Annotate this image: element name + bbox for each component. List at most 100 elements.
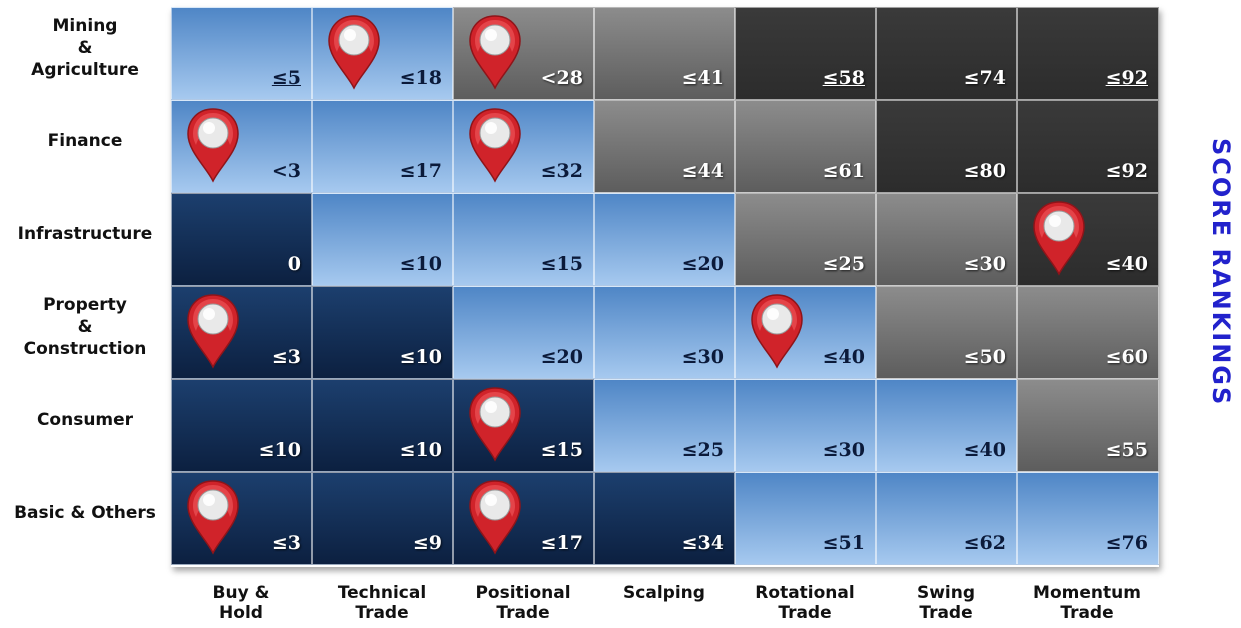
ranking-cell: ≤17: [312, 100, 453, 193]
column-label-line: Trade: [778, 603, 832, 623]
cell-score: ≤40: [1105, 253, 1148, 275]
ranking-cell: ≤3: [171, 286, 312, 379]
ranking-cell: ≤9: [312, 472, 453, 565]
ranking-cell: ≤40: [1017, 193, 1159, 286]
cell-score: ≤25: [681, 439, 724, 461]
cell-score: 0: [287, 253, 301, 275]
cell-score: ≤60: [1105, 346, 1148, 368]
ranking-cell: ≤50: [876, 286, 1017, 379]
map-pin-icon: [469, 480, 521, 555]
ranking-cell: ≤10: [312, 286, 453, 379]
column-label: Momentum Trade: [1017, 583, 1157, 623]
column-label-line: Trade: [355, 603, 409, 623]
ranking-cell: <28: [453, 7, 594, 100]
ranking-cell: ≤74: [876, 7, 1017, 100]
ranking-cell: 0: [171, 193, 312, 286]
row-label: Mining & Agriculture: [0, 15, 170, 81]
row-label-line: Finance: [47, 130, 123, 151]
row-label-line: Mining: [52, 15, 118, 36]
ranking-cell: ≤40: [876, 379, 1017, 472]
ranking-cell: ≤15: [453, 193, 594, 286]
ranking-cell: ≤10: [312, 379, 453, 472]
cell-score: ≤58: [822, 67, 865, 89]
row-label: Infrastructure: [0, 223, 170, 245]
column-label: Scalping: [594, 583, 734, 603]
column-label-line: Trade: [1060, 603, 1114, 623]
cell-score: ≤92: [1105, 67, 1148, 89]
ranking-cell: ≤15: [453, 379, 594, 472]
cell-score: ≤20: [540, 346, 583, 368]
row-label: Basic & Others: [0, 502, 170, 524]
ranking-cell: ≤25: [594, 379, 735, 472]
ranking-cell: ≤3: [171, 472, 312, 565]
ranking-grid: ≤5 ≤18 <28 ≤41 ≤58 ≤74 ≤92 <3 ≤17 ≤32 ≤44 ≤61 ≤80 ≤92…: [171, 7, 1159, 567]
cell-score: ≤40: [963, 439, 1006, 461]
row-label-line: Property: [43, 294, 127, 315]
column-label-line: Momentum: [1033, 583, 1141, 603]
cell-score: ≤40: [822, 346, 865, 368]
map-pin-icon: [1033, 201, 1085, 276]
row-label: Property & Construction: [0, 294, 170, 360]
ranking-cell: ≤34: [594, 472, 735, 565]
cell-score: ≤18: [399, 67, 442, 89]
cell-score: ≤3: [271, 532, 301, 554]
ranking-cell: ≤30: [735, 379, 876, 472]
cell-score: ≤20: [681, 253, 724, 275]
column-label: Rotational Trade: [735, 583, 875, 623]
cell-score: ≤76: [1105, 532, 1148, 554]
ranking-cell: ≤92: [1017, 7, 1159, 100]
cell-score: ≤41: [681, 67, 724, 89]
ranking-cell: ≤62: [876, 472, 1017, 565]
ranking-cell: ≤41: [594, 7, 735, 100]
column-label: Buy & Hold: [171, 583, 311, 623]
map-pin-icon: [328, 15, 380, 90]
ranking-cell: ≤20: [453, 286, 594, 379]
ranking-cell: ≤92: [1017, 100, 1159, 193]
cell-score: ≤30: [681, 346, 724, 368]
column-label-line: Rotational: [755, 583, 855, 603]
row-label-line: &: [77, 37, 93, 58]
column-label-line: Scalping: [623, 583, 705, 603]
cell-score: ≤10: [399, 253, 442, 275]
ranking-cell: ≤61: [735, 100, 876, 193]
column-label-line: Hold: [219, 603, 263, 623]
ranking-cell: ≤80: [876, 100, 1017, 193]
cell-score: ≤30: [822, 439, 865, 461]
column-label-line: Trade: [496, 603, 550, 623]
ranking-cell: ≤10: [171, 379, 312, 472]
cell-score: ≤55: [1105, 439, 1148, 461]
map-pin-icon: [187, 294, 239, 369]
cell-score: ≤34: [681, 532, 724, 554]
ranking-cell: ≤60: [1017, 286, 1159, 379]
cell-score: ≤74: [963, 67, 1006, 89]
cell-score: ≤10: [399, 346, 442, 368]
cell-score: ≤61: [822, 160, 865, 182]
cell-score: ≤9: [412, 532, 442, 554]
ranking-cell: ≤18: [312, 7, 453, 100]
column-label-line: Buy &: [212, 583, 270, 603]
cell-score: ≤15: [540, 439, 583, 461]
row-label-line: Basic & Others: [14, 502, 156, 523]
cell-score: ≤44: [681, 160, 724, 182]
ranking-cell: ≤76: [1017, 472, 1159, 565]
cell-score: ≤25: [822, 253, 865, 275]
ranking-cell: ≤20: [594, 193, 735, 286]
ranking-cell: ≤32: [453, 100, 594, 193]
cell-score: ≤32: [540, 160, 583, 182]
cell-score: ≤80: [963, 160, 1006, 182]
row-label-line: Construction: [23, 338, 147, 359]
cell-score: ≤50: [963, 346, 1006, 368]
cell-score: ≤17: [540, 532, 583, 554]
column-label-line: Technical: [337, 583, 427, 603]
cell-score: ≤15: [540, 253, 583, 275]
ranking-cell: ≤17: [453, 472, 594, 565]
ranking-cell: ≤30: [876, 193, 1017, 286]
map-pin-icon: [187, 108, 239, 183]
cell-score: ≤5: [271, 67, 301, 89]
ranking-cell: <3: [171, 100, 312, 193]
column-label-line: Swing: [916, 583, 976, 603]
ranking-cell: ≤55: [1017, 379, 1159, 472]
column-label-line: Positional: [475, 583, 571, 603]
cell-score: ≤92: [1105, 160, 1148, 182]
cell-score: ≤62: [963, 532, 1006, 554]
